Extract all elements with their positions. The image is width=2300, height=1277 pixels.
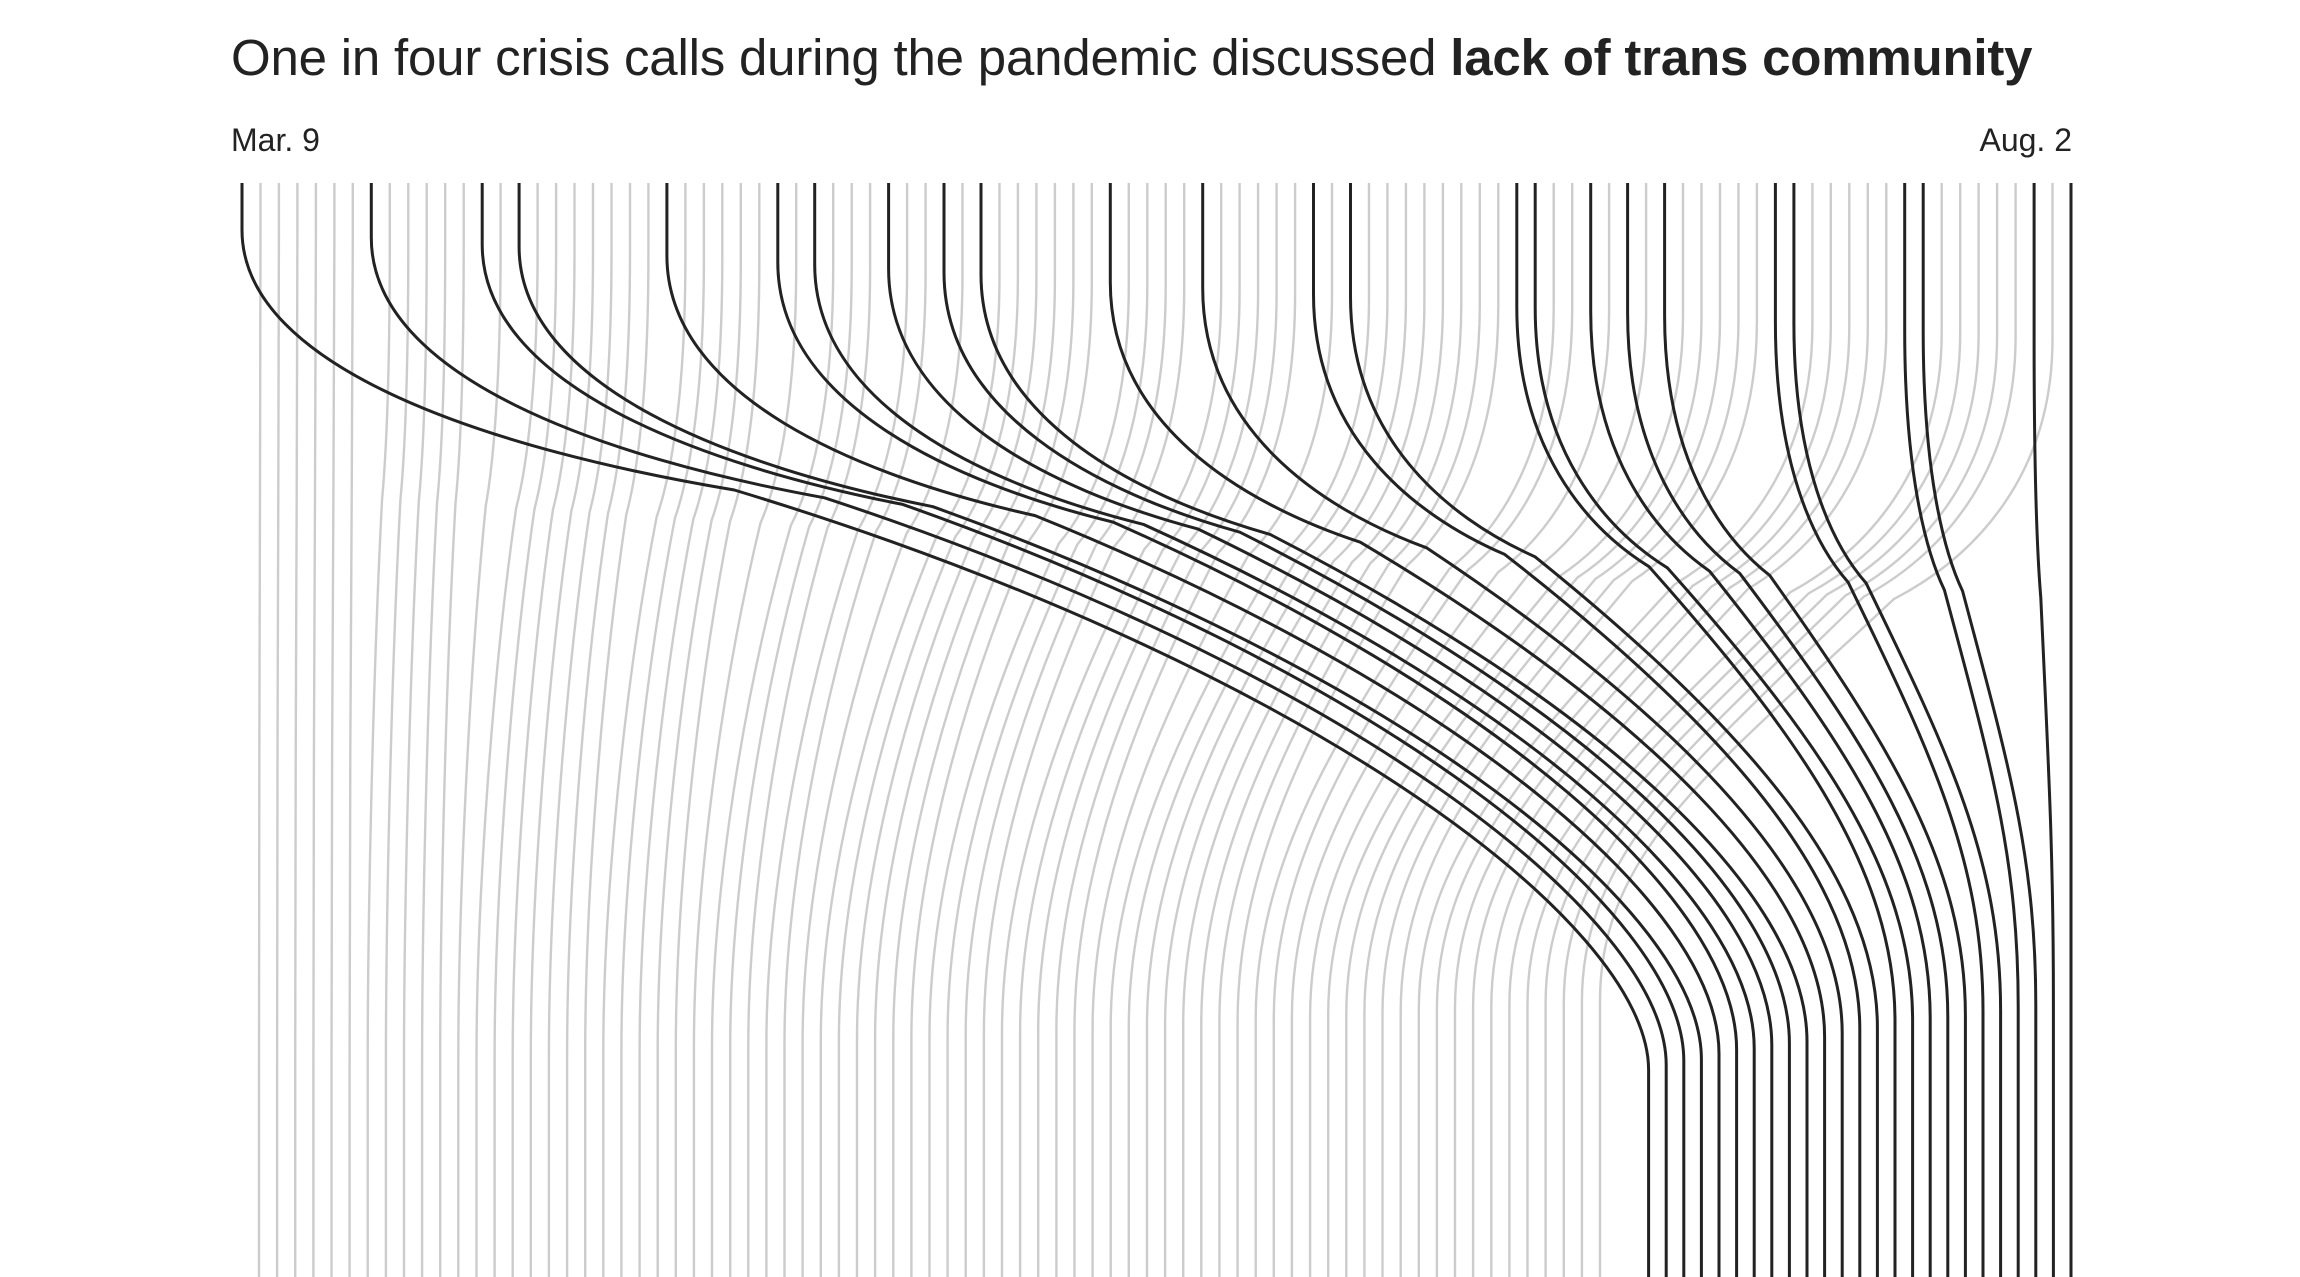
call-line [366,183,391,1277]
call-line [275,183,281,1277]
call-line [1435,183,1832,1277]
title-plain: One in four crisis calls during the pand… [231,29,1451,86]
call-line [747,183,872,1277]
call-line [928,183,1130,1277]
highlighted-call-line [1349,183,1879,1277]
call-line [674,183,761,1277]
highlighted-call-line [517,183,1703,1277]
call-line [1145,183,1408,1277]
call-line [1182,183,1445,1277]
call-line [656,183,742,1277]
call-line [348,183,354,1277]
call-line [873,183,1057,1277]
highlighted-call-line [1312,183,1862,1277]
call-line [511,183,576,1277]
call-line [1055,183,1278,1277]
title-bold: lack of trans community [1450,29,2033,86]
call-line [602,183,687,1277]
highlighted-call-line [1589,183,1932,1277]
highlighted-call-line [1201,183,1844,1277]
call-line [1490,183,1888,1277]
highlighted-call-line [480,183,1686,1277]
highlighted-calls-group [240,183,2073,1277]
other-calls-group [257,183,2054,1277]
highlighted-call-line [942,183,1791,1277]
call-line [565,183,632,1277]
highlighted-call-line [887,183,1774,1277]
highlighted-call-line [1773,183,1985,1277]
highlighted-call-line [2032,183,2055,1277]
call-line [982,183,1186,1277]
call-line [1453,183,1851,1277]
call-line [384,183,410,1277]
call-line [1290,183,1611,1277]
call-line [1508,183,1943,1277]
highlighted-call-line [665,183,1721,1277]
call-line [257,183,262,1277]
call-line [1562,183,1999,1277]
x-start-label: Mar. 9 [231,122,320,158]
call-line [420,183,447,1277]
call-line [1417,183,1814,1277]
call-line [1200,183,1463,1277]
call-line [692,183,798,1277]
call-line [1327,183,1685,1277]
highlighted-call-line [1663,183,1967,1277]
call-line [1272,183,1574,1277]
call-line [1363,183,1722,1277]
highlighted-call-line [1515,183,1897,1277]
call-line [475,183,539,1277]
call-line [964,183,1167,1277]
call-line [783,183,927,1277]
call-line [1308,183,1648,1277]
highlighted-call-line [369,183,1668,1277]
call-line [547,183,613,1277]
call-line [729,183,853,1277]
call-line [801,183,964,1277]
call-line [946,183,1149,1277]
call-line [1471,183,1869,1277]
call-line [765,183,909,1277]
call-line [620,183,706,1277]
highlighted-call-line [1903,183,2020,1277]
call-line [402,183,428,1277]
call-line [1018,183,1241,1277]
call-line [439,183,465,1277]
call-line [584,183,650,1277]
highlighted-call-line [1792,183,2003,1277]
highlighted-call-line [776,183,1739,1277]
call-line [892,183,1075,1277]
call-line [1037,183,1260,1277]
call-line [1580,183,2017,1277]
call-line [312,183,318,1277]
highlighted-call-line [1626,183,1950,1277]
call-line [638,183,724,1277]
highlighted-call-line [1108,183,1827,1277]
call-line [330,183,336,1277]
highlighted-call-line [979,183,1809,1277]
call-line [457,183,502,1277]
call-line [1345,183,1703,1277]
call-line [1381,183,1740,1277]
x-end-label: Aug. 2 [1979,122,2072,158]
chart-title: One in four crisis calls during the pand… [231,22,2033,94]
call-line [294,183,299,1277]
highlighted-call-line [1533,183,1915,1277]
call-line [1254,183,1555,1277]
call-line [710,183,835,1277]
call-line [1127,183,1389,1277]
call-line [819,183,1001,1277]
call-line [1218,183,1481,1277]
call-line [1163,183,1426,1277]
highlighted-call-line [813,183,1756,1277]
call-line [1598,183,2054,1277]
call-line [837,183,1020,1277]
call-line [1073,183,1297,1277]
call-line [1544,183,1980,1277]
highlighted-call-line [1921,183,2038,1277]
highlighted-call-line [240,183,1651,1277]
